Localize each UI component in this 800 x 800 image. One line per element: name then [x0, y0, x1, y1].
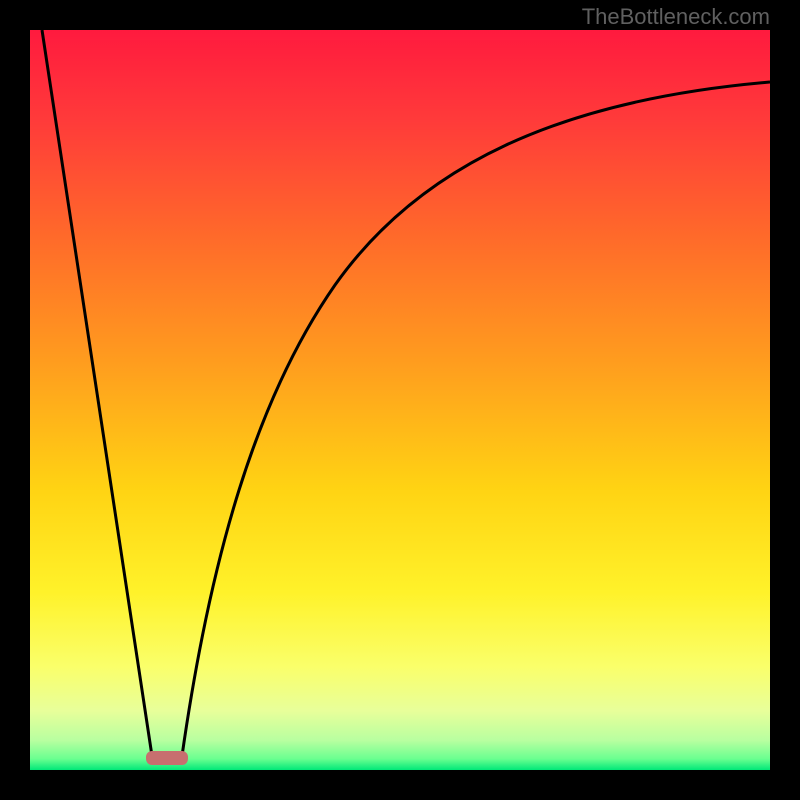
- curve-layer: [30, 30, 770, 770]
- min-point-marker: [146, 751, 188, 765]
- left-line: [42, 30, 152, 756]
- plot-area: [30, 30, 770, 770]
- chart-container: TheBottleneck.com: [0, 0, 800, 800]
- right-curve: [182, 82, 770, 756]
- watermark-text: TheBottleneck.com: [582, 4, 770, 30]
